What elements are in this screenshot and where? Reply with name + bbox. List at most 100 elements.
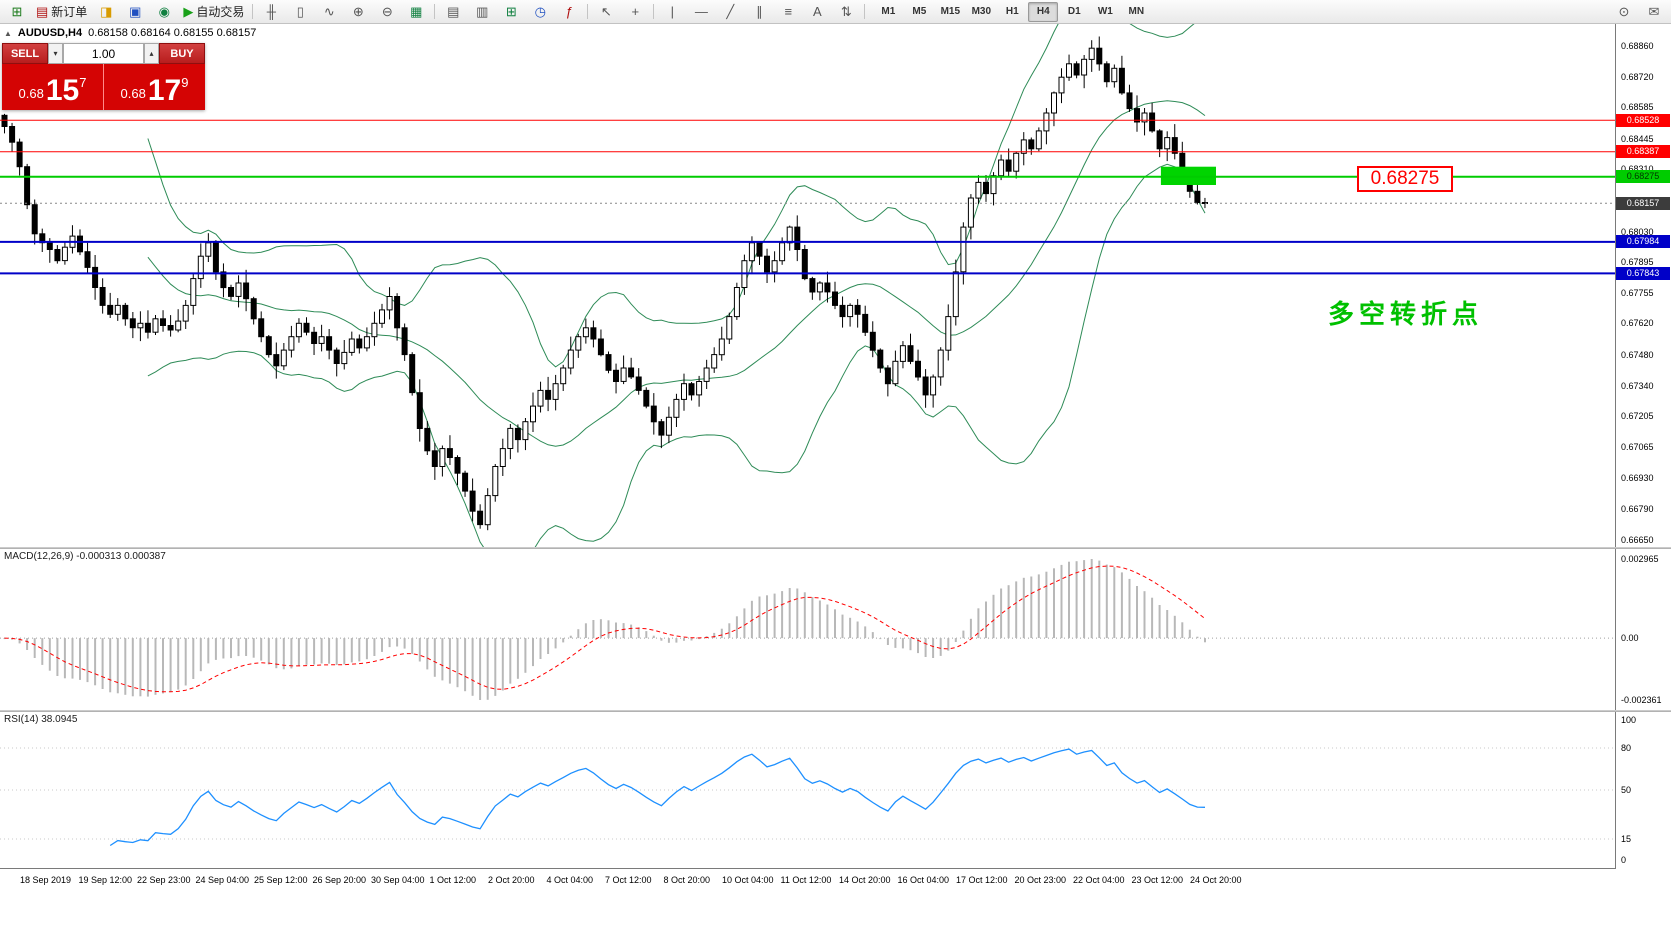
main-toolbar: ⊞ ▤ 新订单 ◨ ▣ ◉ ▶ 自动交易 ╫ ▯ ∿ ⊕ ⊖ ▦ ▤ ▥ ⊞ ◷ ƒ ↖ + | ― ╱ ∥ ≡ A ⇅ M1 M5 M1… <box>0 0 1671 24</box>
sell-price-button[interactable]: 0.68 15 7 <box>2 64 103 110</box>
buy-button[interactable]: BUY <box>159 43 205 64</box>
price-chart-panel: 0.68860 0.68720 0.68585 0.68445 0.68310 0.680… <box>0 24 1671 547</box>
trendline-glyph: ╱ <box>726 3 735 19</box>
search-icon[interactable]: ⊙ <box>1618 3 1630 19</box>
time-axis-label: 16 Oct 04:00 <box>897 875 950 885</box>
period-icon[interactable]: ◷ <box>526 1 554 23</box>
time-axis-label: 10 Oct 04:00 <box>722 875 774 885</box>
time-axis-label: 20 Oct 23:00 <box>1014 875 1067 885</box>
timeframe-button-m30[interactable]: M30 <box>971 6 992 17</box>
text-button[interactable]: A <box>803 1 831 23</box>
price-chart-plot[interactable] <box>0 24 1616 547</box>
price-annotation-box[interactable]: 0.68275 <box>1357 166 1453 192</box>
sell-button[interactable]: SELL <box>2 43 48 64</box>
level-price-tag: 0.68387 <box>1616 145 1670 159</box>
new-window-glyph: ⊞ <box>505 3 517 19</box>
tile-windows-glyph: ▤ <box>447 3 460 19</box>
indicators-button[interactable]: ƒ <box>555 1 583 23</box>
candlestick-chart-button[interactable]: ▯ <box>286 1 314 23</box>
time-axis-label: 18 Sep 2019 <box>20 875 72 885</box>
time-axis-label: 25 Sep 12:00 <box>254 875 308 885</box>
timeframe-button-mn[interactable]: MN <box>1128 6 1145 17</box>
toolbar-separator <box>864 4 866 19</box>
toolbar-separator <box>653 4 655 19</box>
channel-button[interactable]: ∥ <box>745 1 773 23</box>
cascade-windows-button[interactable]: ▥ <box>468 1 496 23</box>
level-price-tag: 0.68528 <box>1616 113 1670 127</box>
candles-layer <box>1 36 1208 531</box>
chart-title: ▲ AUDUSD,H4 0.68158 0.68164 0.68155 0.68… <box>4 27 256 39</box>
crosshair-glyph: + <box>631 4 640 19</box>
indicators-glyph: ƒ <box>565 4 573 19</box>
time-axis-label: 14 Oct 20:00 <box>839 875 891 885</box>
chat-icon[interactable]: ✉ <box>1648 3 1660 19</box>
line-chart-button[interactable]: ∿ <box>315 1 343 23</box>
price-tick: 0.68310 <box>1621 163 1654 174</box>
new-window-button[interactable]: ⊞ <box>497 1 525 23</box>
bar-chart-button[interactable]: ╫ <box>257 1 285 23</box>
terminal-icon[interactable]: ▣ <box>121 1 149 23</box>
new-chart-icon[interactable]: ⊞ <box>3 1 31 23</box>
new-order-glyph: ▤ <box>36 3 49 19</box>
price-tick: 0.67065 <box>1621 442 1654 453</box>
macd-panel: 0.002965 0.00 -0.002361 MACD(12,26,9) -0.0… <box>0 549 1671 710</box>
time-axis-label: 30 Sep 04:00 <box>371 875 425 885</box>
level-price-tag: 0.68275 <box>1616 170 1670 184</box>
tile-windows-button[interactable]: ▤ <box>439 1 467 23</box>
price-axis[interactable]: 0.68860 0.68720 0.68585 0.68445 0.68310 0.680… <box>1615 24 1671 547</box>
volume-input[interactable]: 1.00 <box>63 43 144 64</box>
rsi-axis[interactable]: 100 80 50 15 0 <box>1615 712 1671 868</box>
grid-button[interactable]: ▦ <box>402 1 430 23</box>
one-click-collapse-icon[interactable]: ▲ <box>4 28 12 38</box>
arrows-button[interactable]: ⇅ <box>832 1 860 23</box>
price-tick: 0.66650 <box>1621 535 1654 546</box>
price-tick: 0.67895 <box>1621 256 1654 267</box>
new-order-button-label: 新订单 <box>51 5 88 19</box>
rsi-plot[interactable] <box>0 712 1616 868</box>
vertical-line-button[interactable]: | <box>658 1 686 23</box>
strategy-tester-icon[interactable]: ◉ <box>150 1 178 23</box>
candlestick-chart-glyph: ▯ <box>296 3 304 19</box>
time-axis-label: 24 Oct 20:00 <box>1190 875 1242 885</box>
new-order-button[interactable]: ▤ 新订单 <box>32 1 91 23</box>
price-tick: 0.66930 <box>1621 472 1654 483</box>
time-axis-label: 19 Sep 12:00 <box>78 875 133 885</box>
macd-plot[interactable] <box>0 549 1616 710</box>
buy-dropdown-button[interactable]: ▴ <box>144 43 159 64</box>
cursor-button[interactable]: ↖ <box>592 1 620 23</box>
fibonacci-button[interactable]: ≡ <box>774 1 802 23</box>
macd-axis-tick: 0.00 <box>1621 633 1639 644</box>
fibonacci-glyph: ≡ <box>784 4 793 19</box>
autotrading-button[interactable]: ▶ 自动交易 <box>179 1 248 23</box>
macd-label: MACD(12,26,9) -0.000313 0.000387 <box>4 551 166 562</box>
pivot-text-annotation[interactable]: 多空转折点 <box>1328 299 1484 329</box>
macd-axis[interactable]: 0.002965 0.00 -0.002361 <box>1615 549 1671 710</box>
timeframe-button-m1[interactable]: M1 <box>881 6 896 17</box>
timeframe-button-m15[interactable]: M15 <box>940 6 961 17</box>
time-axis[interactable]: 18 Sep 2019 19 Sep 12:00 22 Sep 23:00 24 Se… <box>0 868 1616 893</box>
one-click-trading-panel: SELL ▾ 1.00 ▴ BUY 0.68 15 7 0.68 17 9 <box>2 43 205 110</box>
chart-symbol-label: AUDUSD,H4 <box>17 27 83 39</box>
rsi-label: RSI(14) 38.0945 <box>4 714 78 725</box>
bar-chart-glyph: ╫ <box>266 4 276 19</box>
time-axis-label: 22 Sep 23:00 <box>137 875 191 885</box>
buy-price-button[interactable]: 0.68 17 9 <box>104 64 205 110</box>
panel-splitter[interactable] <box>0 547 1671 549</box>
crosshair-button[interactable]: + <box>621 1 649 23</box>
zoom-in-button[interactable]: ⊕ <box>344 1 372 23</box>
panel-splitter-2[interactable] <box>0 710 1671 712</box>
zoom-out-glyph: ⊖ <box>381 3 393 19</box>
sell-dropdown-button[interactable]: ▾ <box>48 43 63 64</box>
macd-axis-tick: 0.002965 <box>1621 554 1659 564</box>
period-icon-glyph: ◷ <box>534 3 546 19</box>
zoom-out-button[interactable]: ⊖ <box>373 1 401 23</box>
timeframe-button-h4[interactable]: H4 <box>1028 1 1059 22</box>
layout-icon[interactable]: ◨ <box>92 1 120 23</box>
timeframe-button-w1[interactable]: W1 <box>1097 6 1113 17</box>
timeframe-button-m5[interactable]: M5 <box>912 6 927 17</box>
horizontal-level-lines[interactable] <box>0 119 1616 275</box>
timeframe-button-h1[interactable]: H1 <box>1005 6 1019 17</box>
horizontal-line-button[interactable]: ― <box>687 1 715 23</box>
timeframe-button-d1[interactable]: D1 <box>1067 6 1081 17</box>
trendline-button[interactable]: ╱ <box>716 1 744 23</box>
